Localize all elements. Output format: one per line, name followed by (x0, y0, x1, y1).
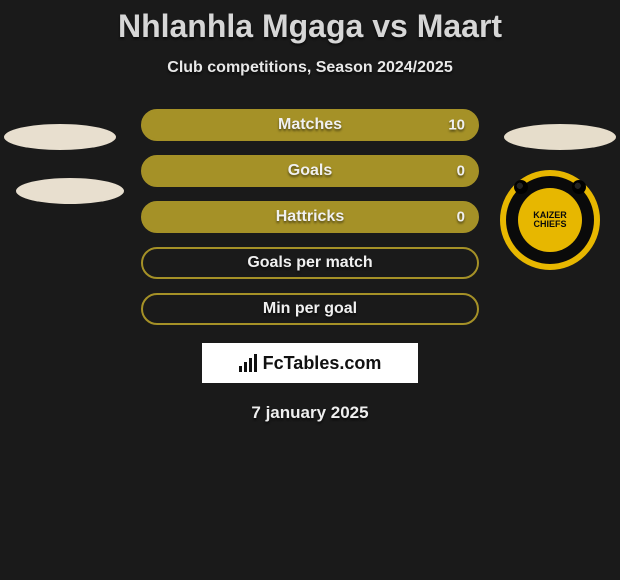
left-player-avatar-shadow-2 (16, 178, 124, 204)
stat-bar: Min per goal (141, 293, 479, 325)
soccer-ball-icon (572, 180, 586, 194)
logo-text: FcTables.com (263, 353, 382, 374)
stat-bar: Goals per match (141, 247, 479, 279)
left-player-avatar-shadow-1 (4, 124, 116, 150)
fctables-logo: FcTables.com (202, 343, 418, 383)
right-player-avatar-shadow (504, 124, 616, 150)
comparison-date: 7 january 2025 (0, 403, 620, 423)
comparison-title: Nhlanhla Mgaga vs Maart (0, 0, 620, 45)
stat-value-right: 10 (448, 117, 465, 134)
stat-label: Hattricks (276, 208, 344, 226)
bar-chart-icon (239, 354, 257, 372)
stat-value-right: 0 (457, 163, 465, 180)
comparison-subtitle: Club competitions, Season 2024/2025 (0, 59, 620, 77)
stat-label: Matches (278, 116, 342, 134)
stat-label: Goals (288, 162, 332, 180)
stat-value-right: 0 (457, 209, 465, 226)
stat-bar: Matches 10 (141, 109, 479, 141)
stat-bar: Hattricks 0 (141, 201, 479, 233)
team-badge-kaizer-chiefs: KAIZER CHIEFS (500, 170, 600, 270)
soccer-ball-icon (514, 180, 528, 194)
stat-label: Goals per match (247, 254, 372, 272)
badge-text-line2: CHIEFS (533, 220, 566, 229)
stat-bar: Goals 0 (141, 155, 479, 187)
stat-label: Min per goal (263, 300, 357, 318)
